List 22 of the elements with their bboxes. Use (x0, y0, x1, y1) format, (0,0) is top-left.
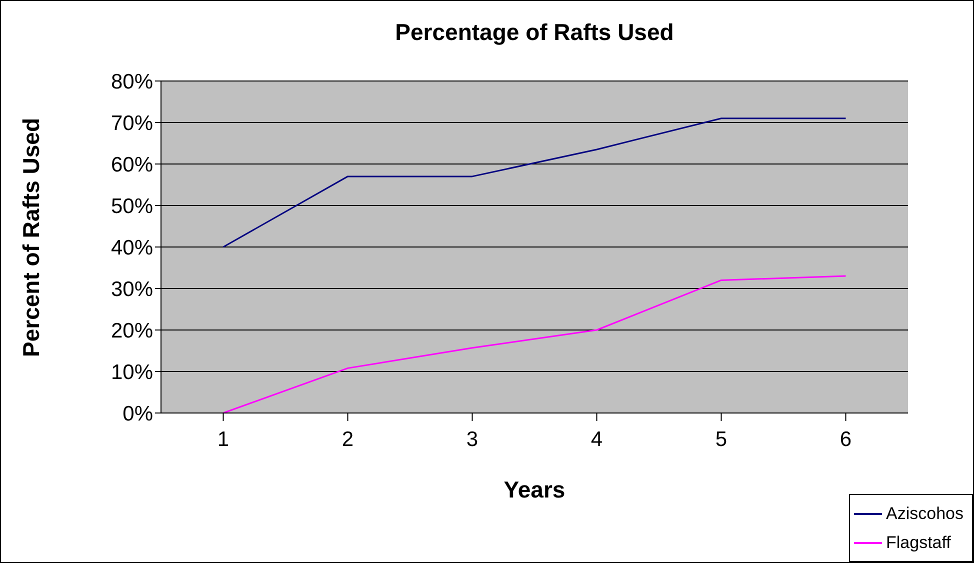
legend-label: Aziscohos (886, 504, 964, 524)
x-tick-label: 4 (590, 428, 603, 451)
x-tick-label: 5 (715, 428, 728, 451)
y-tick-label: 80% (110, 70, 153, 94)
y-tick-label: 10% (110, 360, 153, 384)
x-tick-label: 6 (840, 428, 852, 451)
y-axis-title: Percent of Rafts Used (18, 118, 44, 357)
x-tick-label: 2 (342, 428, 354, 451)
line-series (222, 275, 846, 413)
y-tick-label: 20% (110, 319, 153, 342)
x-tick-label: 1 (217, 428, 230, 451)
x-tick-label: 3 (466, 428, 478, 451)
y-tick-label: 60% (110, 153, 153, 176)
line-series (222, 118, 846, 248)
y-tick-label: 40% (110, 236, 153, 260)
x-axis-title: Years (504, 476, 566, 502)
y-tick-label: 50% (110, 194, 153, 218)
chart-title: Percentage of Rafts Used (394, 19, 675, 46)
y-tick-label: 0% (122, 402, 153, 426)
y-tick-label: 70% (110, 112, 153, 135)
legend-label: Flagstaff (886, 532, 951, 552)
y-tick-label: 30% (110, 278, 153, 301)
